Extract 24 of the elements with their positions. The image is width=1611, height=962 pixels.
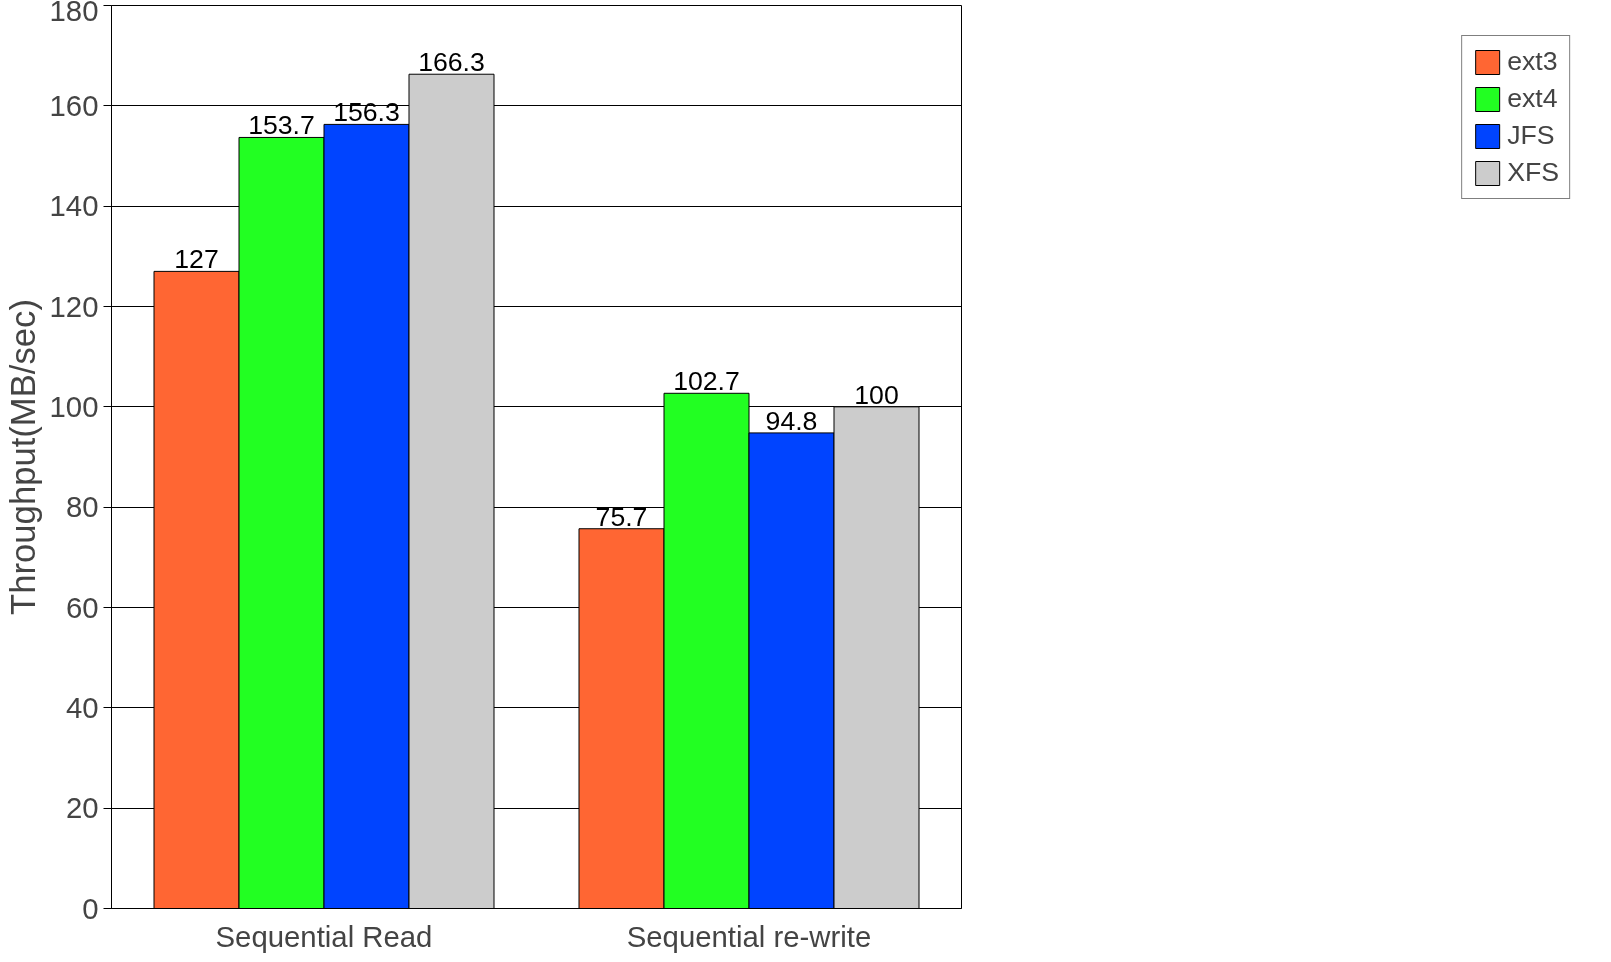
y-tick-label: 40 <box>65 690 99 724</box>
data-label: 102.7 <box>673 366 740 397</box>
data-label: 75.7 <box>595 501 648 532</box>
legend-label: JFS <box>1507 120 1555 151</box>
y-axis-title: Throughput(MB/sec) <box>3 299 42 615</box>
y-tick-label: 120 <box>49 289 99 323</box>
legend-label: ext4 <box>1507 83 1558 114</box>
legend-label: XFS <box>1507 157 1559 188</box>
y-tick-label: 60 <box>65 590 99 624</box>
data-label: 94.8 <box>765 405 818 436</box>
y-tick-label: 20 <box>65 791 99 825</box>
x-tick-label: Sequential re-write <box>626 919 872 953</box>
legend-label: ext3 <box>1507 46 1558 77</box>
y-tick-label: 180 <box>49 0 99 27</box>
y-tick-label: 140 <box>49 189 99 223</box>
data-label: 153.7 <box>248 110 315 141</box>
y-tick-label: 0 <box>82 891 99 925</box>
data-label: 100 <box>854 379 899 410</box>
data-label: 166.3 <box>418 47 485 78</box>
y-tick-label: 160 <box>49 88 99 122</box>
x-tick-label: Sequential Read <box>215 919 433 953</box>
y-tick-label: 100 <box>49 389 99 423</box>
data-label: 127 <box>174 244 219 275</box>
y-tick-label: 80 <box>65 490 99 524</box>
